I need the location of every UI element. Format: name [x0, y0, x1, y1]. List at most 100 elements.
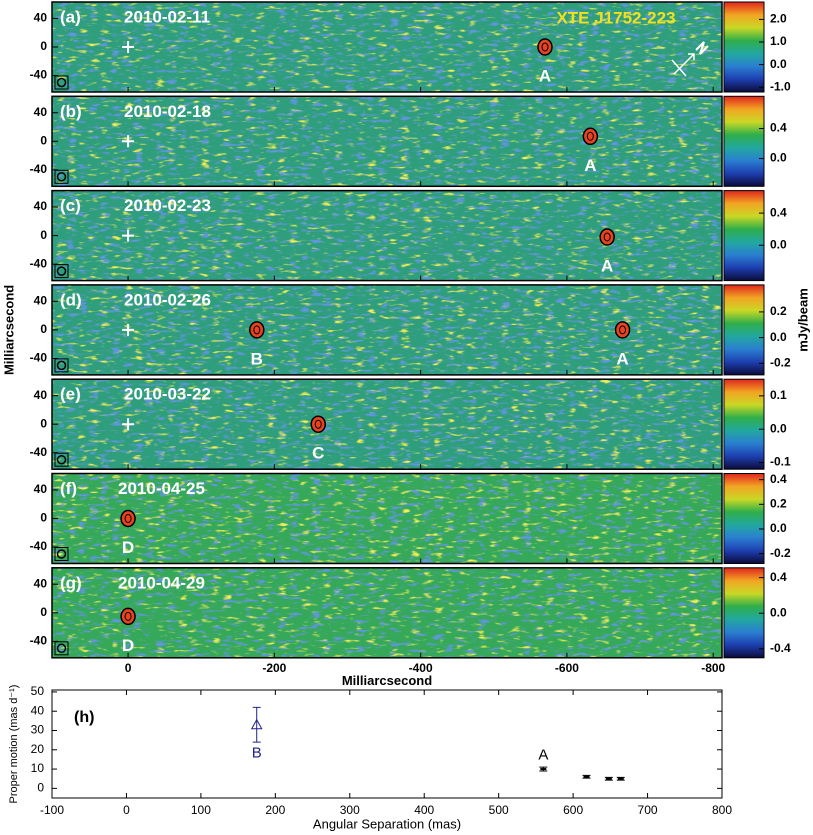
y-tick-label: 40: [34, 11, 48, 25]
colorbar-tick-label: 0.0: [770, 151, 787, 165]
colorbar-tick-label: 0.2: [770, 304, 787, 318]
source: [249, 321, 265, 339]
panel-date: 2010-02-18: [124, 102, 211, 121]
y-tick-label: 10: [31, 761, 45, 775]
y-tick-label: 40: [31, 703, 45, 717]
point: [605, 777, 612, 780]
panel-label: (b): [60, 102, 82, 121]
panel-date: 2010-04-25: [118, 479, 205, 498]
panel-label: (c): [60, 196, 81, 215]
colorbar-tick-label: 0.4: [770, 472, 787, 486]
source-contour: [124, 611, 132, 621]
source-label: A: [584, 156, 596, 175]
beam-box: [54, 641, 69, 656]
panel-label: (h): [74, 709, 94, 726]
colorbar-tick-label: 0.0: [770, 521, 787, 535]
source-label: C: [312, 444, 324, 463]
source-label: D: [122, 636, 134, 655]
colorbar: [723, 95, 765, 187]
y-axis-label: Milliarcsecond: [1, 285, 16, 375]
colorbar: [723, 473, 765, 564]
north-letter: [695, 41, 709, 55]
source-label: D: [122, 538, 134, 557]
x-tick-label: 0: [125, 661, 132, 675]
error-bar: [252, 706, 261, 743]
y-tick-label: 40: [34, 388, 48, 402]
origin-cross: [122, 418, 135, 431]
y-tick-label: 0: [40, 228, 47, 242]
x-tick-label: 300: [340, 803, 360, 817]
source: [599, 228, 615, 246]
colorbar-tick-label: 0.0: [770, 57, 787, 71]
x-tick-label: 0: [123, 803, 130, 817]
colorbar-tick-label: -0.2: [770, 546, 791, 560]
colorbar-tick-label: 0.0: [770, 330, 787, 344]
source-label: A: [539, 66, 551, 85]
x-tick-label: -400: [409, 661, 433, 675]
panel-date: 2010-03-22: [124, 385, 211, 404]
beam-box: [54, 75, 69, 90]
colorbar-tick-label: 0.0: [770, 237, 787, 251]
x-tick-label: 800: [712, 803, 732, 817]
source: [310, 415, 326, 433]
y-tick-label: 40: [34, 199, 48, 213]
y-tick-label: -40: [30, 634, 48, 648]
panel-label: (a): [60, 7, 81, 26]
panel-date: 2010-04-29: [118, 573, 205, 592]
map-noise: [52, 2, 722, 92]
origin-cross: [122, 135, 135, 148]
annotation: A: [538, 747, 548, 764]
source-contour: [586, 131, 594, 141]
x-tick-label: 200: [265, 803, 285, 817]
y-tick-label: 20: [31, 742, 45, 756]
panel-label: (f): [60, 479, 77, 498]
map-noise: [52, 284, 722, 375]
panel-date: 2010-02-26: [124, 290, 211, 309]
y-tick-label: -40: [30, 445, 48, 459]
beam: [56, 77, 67, 88]
beam-box: [54, 264, 69, 279]
y-tick-label: 0: [37, 781, 44, 795]
beam-box: [54, 169, 69, 184]
x-axis-label: Milliarcsecond: [342, 673, 432, 688]
colorbar-tick-label: 0.2: [770, 496, 787, 510]
beam: [56, 549, 67, 559]
panel-label: (g): [60, 573, 82, 592]
colorbar: [723, 190, 765, 282]
x-tick-label: 600: [563, 803, 583, 817]
point: [540, 768, 547, 771]
origin-cross: [122, 323, 135, 336]
north-arrow: [671, 53, 695, 77]
x-tick-label: 500: [489, 803, 509, 817]
y-tick-label: 40: [34, 482, 48, 496]
x-tick-label: -100: [40, 803, 64, 817]
x-tick-label: 400: [414, 803, 434, 817]
colorbar-tick-label: 0.4: [770, 121, 787, 135]
y-tick-label: -40: [30, 68, 48, 82]
x-tick-label: -600: [555, 661, 579, 675]
x-tick-label: 700: [638, 803, 658, 817]
annotation: B: [252, 745, 262, 762]
map-noise: [52, 379, 722, 470]
colorbar-tick-label: 1.0: [770, 34, 787, 48]
beam-box: [54, 358, 69, 373]
source-label: B: [251, 349, 263, 368]
y-tick-label: -40: [30, 256, 48, 270]
map-noise: [52, 96, 722, 187]
x-tick-label: -800: [701, 661, 725, 675]
colorbar-tick-label: 0.0: [770, 421, 787, 435]
beam: [56, 643, 67, 654]
y-tick-label: 50: [31, 684, 45, 698]
colorbar-tick-label: -0.4: [770, 641, 791, 655]
map-noise: [52, 567, 722, 658]
beam: [56, 266, 67, 276]
source-contour: [124, 514, 132, 523]
source: [537, 38, 553, 56]
y-tick-label: 0: [40, 133, 47, 147]
colorbar-tick-label: 0.4: [770, 570, 787, 584]
y-tick-label: 40: [34, 576, 48, 590]
panel-date: 2010-02-11: [124, 7, 210, 26]
colorbar: [723, 284, 765, 376]
panel-label: (d): [60, 290, 82, 309]
colorbar: [723, 1, 765, 93]
